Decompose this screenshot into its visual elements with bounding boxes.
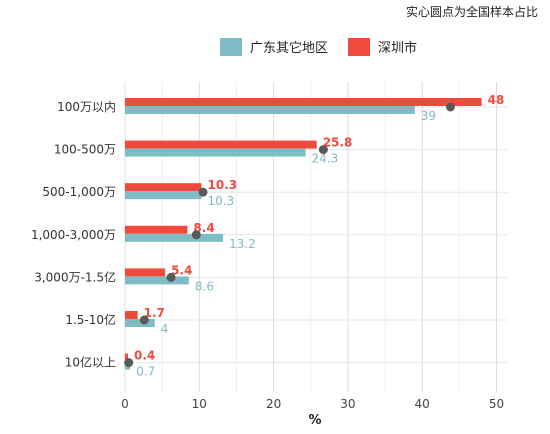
x-tick-label: 50	[489, 397, 504, 411]
category-label: 1,000-3,000万	[31, 228, 116, 242]
national-point	[198, 187, 208, 197]
bar-guangdong-other	[125, 106, 415, 114]
chart-note: 实心圆点为全国样本占比	[405, 5, 538, 19]
bar-shenzhen	[125, 225, 188, 234]
value-label-shenzhen: 48	[488, 93, 505, 107]
legend-label: 广东其它地区	[250, 40, 328, 56]
bar-guangdong-other	[125, 191, 202, 200]
category-label: 3,000万-1.5亿	[34, 269, 116, 284]
value-label-guangdong-other: 8.6	[195, 279, 214, 293]
x-tick-label: 30	[340, 397, 355, 411]
x-tick-label: 40	[415, 397, 430, 411]
national-point	[318, 145, 328, 155]
bar-shenzhen	[125, 183, 202, 192]
value-label-shenzhen: 1.7	[144, 306, 165, 320]
category-label: 10亿以上	[65, 355, 116, 370]
legend-swatch	[220, 38, 242, 56]
value-label-guangdong-other: 4	[161, 322, 169, 336]
value-label-guangdong-other: 13.2	[229, 237, 256, 251]
value-label-shenzhen: 10.3	[208, 178, 238, 192]
national-point	[124, 358, 134, 368]
value-label-shenzhen: 5.4	[171, 263, 192, 277]
bar-shenzhen	[125, 98, 482, 106]
legend-label: 深圳市	[378, 40, 417, 56]
category-label: 1.5-10亿	[65, 312, 116, 327]
national-point	[139, 315, 149, 325]
bar-shenzhen	[125, 353, 128, 362]
national-point	[445, 102, 455, 112]
bar-guangdong-other	[125, 276, 189, 285]
value-label-guangdong-other: 24.3	[312, 152, 339, 166]
national-point	[166, 272, 176, 282]
value-label-guangdong-other: 10.3	[208, 194, 235, 208]
x-tick-label: 10	[192, 397, 207, 411]
bar-shenzhen	[125, 311, 138, 319]
bar-guangdong-other	[125, 319, 155, 327]
category-label: 100万以内	[57, 100, 116, 114]
category-label: 100-500万	[54, 143, 116, 157]
category-label: 500-1,000万	[42, 185, 116, 199]
legend-swatch	[348, 38, 370, 56]
value-label-shenzhen: 25.8	[323, 136, 353, 150]
value-label-shenzhen: 0.4	[134, 349, 155, 363]
bar-shenzhen	[125, 140, 317, 149]
x-axis-label: %	[308, 413, 321, 428]
bar-guangdong-other	[125, 233, 224, 242]
value-label-guangdong-other: 39	[421, 109, 436, 123]
national-point	[191, 230, 201, 240]
bar-shenzhen	[125, 268, 166, 277]
bar-guangdong-other	[125, 148, 306, 157]
value-label-guangdong-other: 0.7	[136, 365, 155, 379]
x-tick-label: 20	[266, 397, 281, 411]
x-tick-label: 0	[121, 397, 129, 411]
